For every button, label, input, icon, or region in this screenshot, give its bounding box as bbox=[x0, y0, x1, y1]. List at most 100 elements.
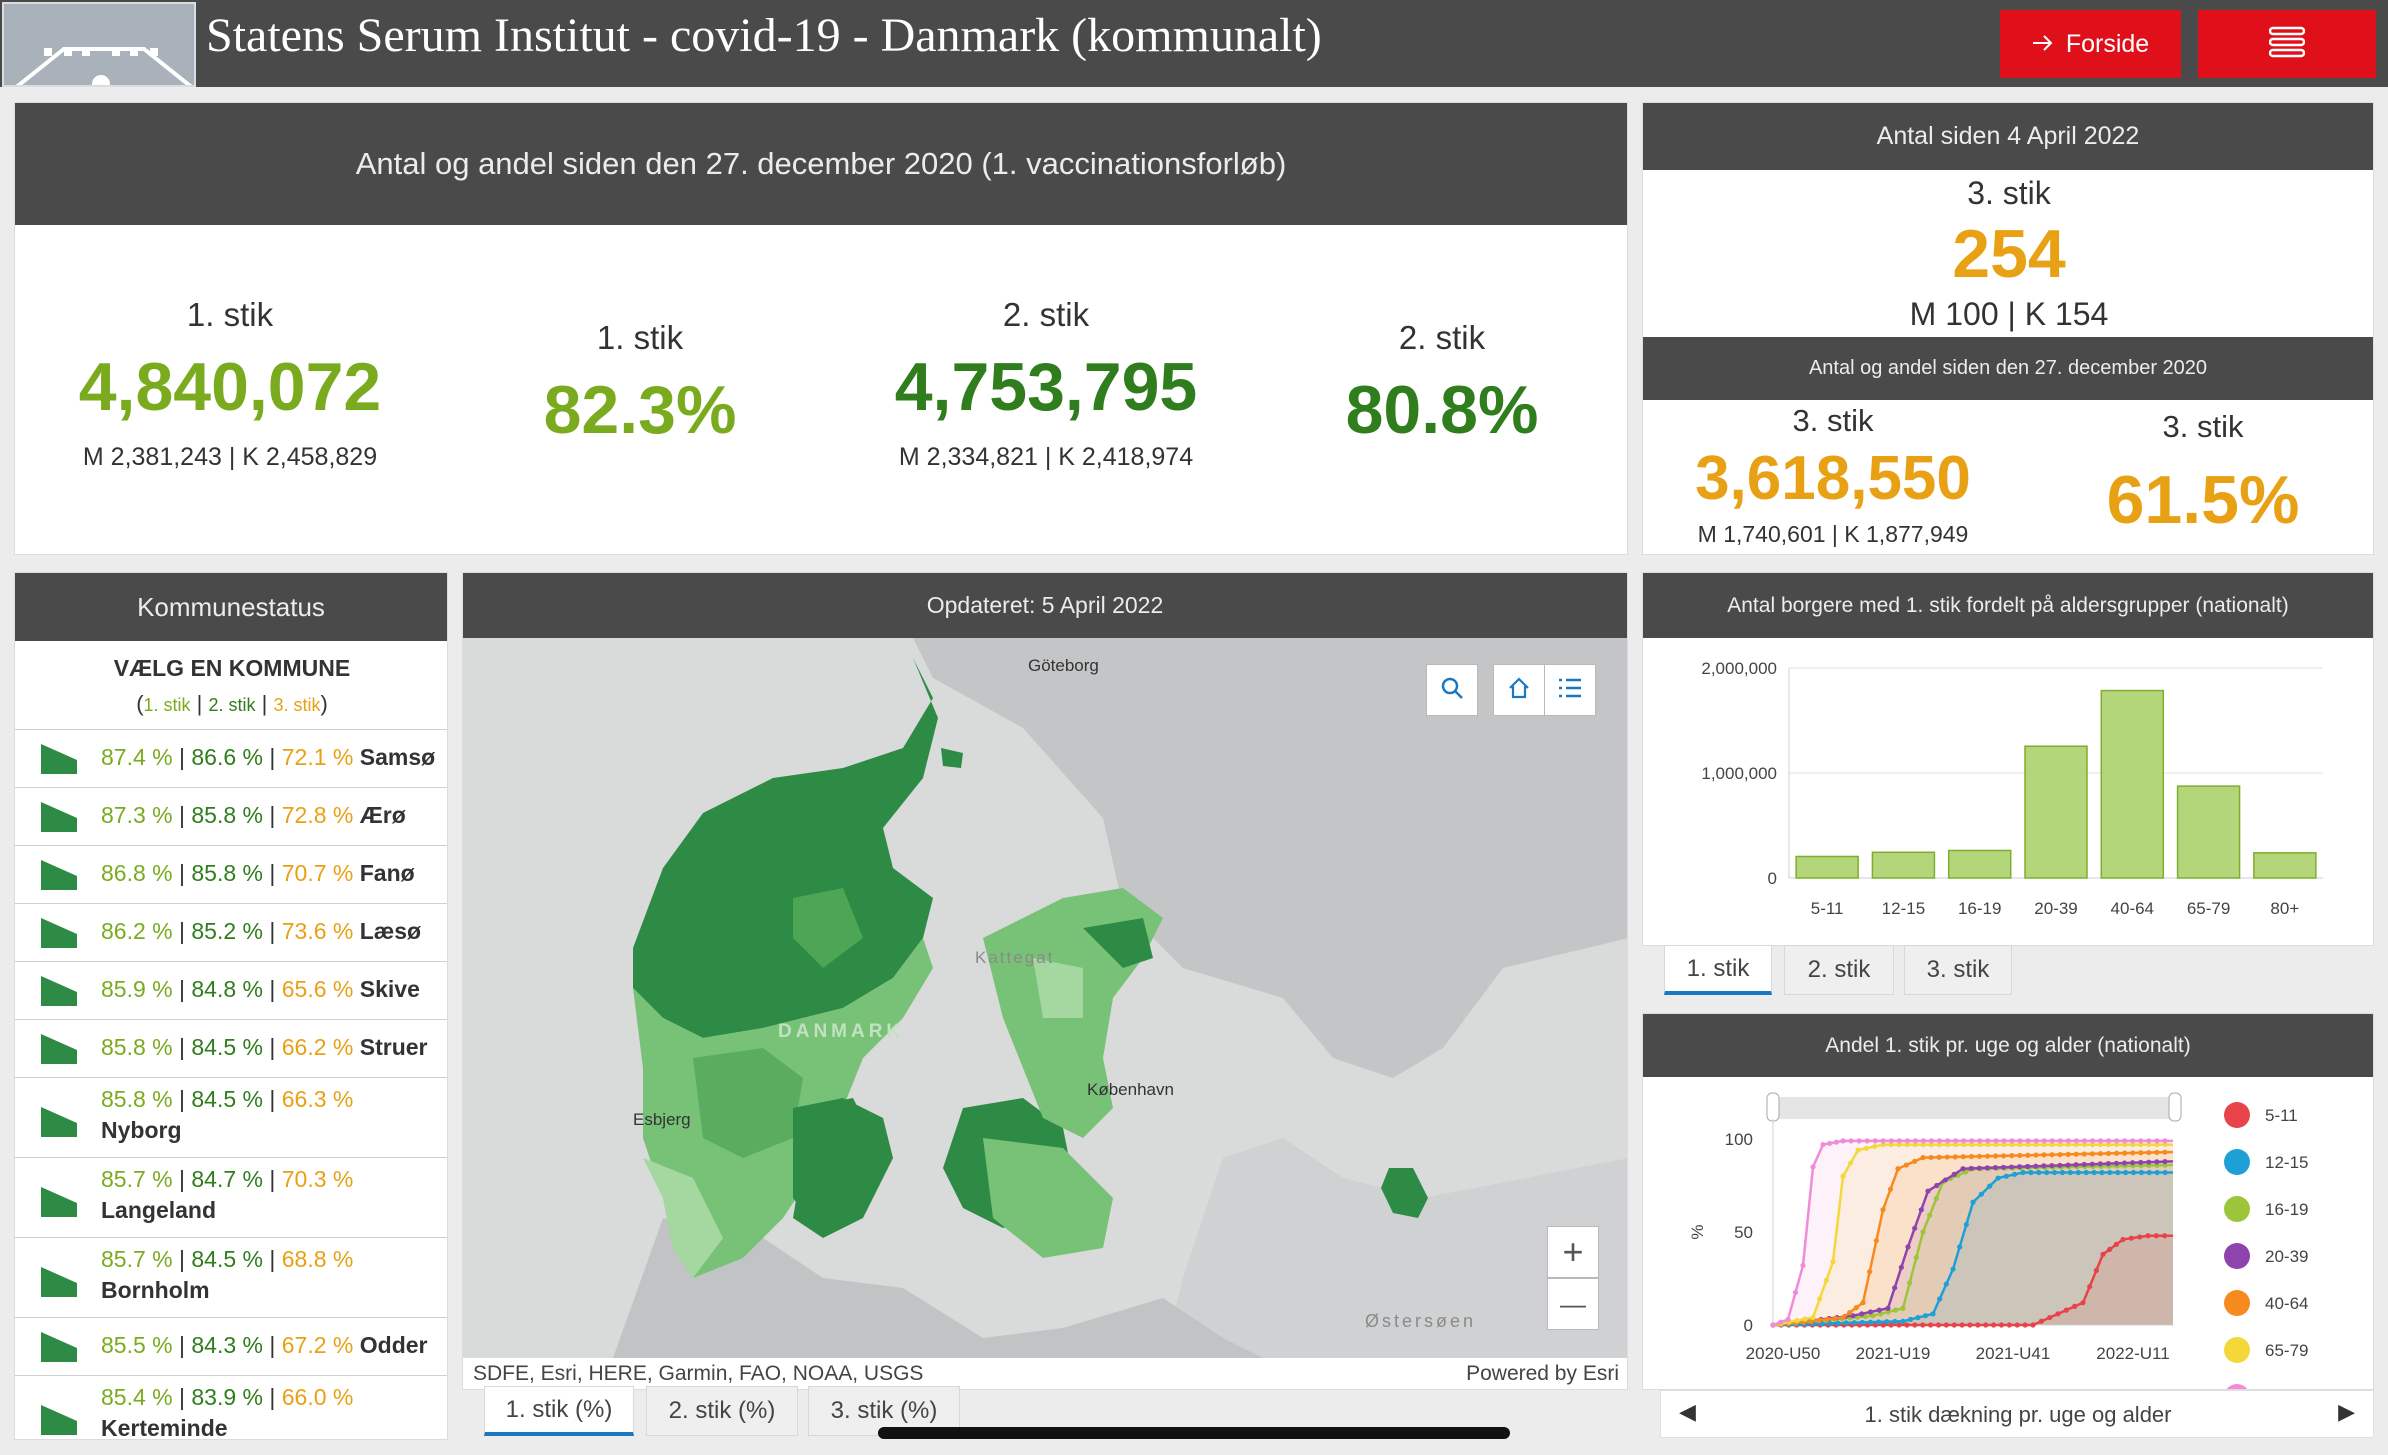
kommune-item[interactable]: 85.8 % | 84.5 % | 66.2 % Struer bbox=[15, 1019, 447, 1077]
point-65-79 bbox=[1830, 1259, 1836, 1265]
point-40-64 bbox=[2138, 1150, 2144, 1156]
kommune-status-icon bbox=[41, 1187, 77, 1217]
kommune-item[interactable]: 85.7 % | 84.5 % | 68.8 % Bornholm bbox=[15, 1237, 447, 1317]
legend-marker-80+[interactable] bbox=[2224, 1384, 2250, 1389]
kommune-status-icon bbox=[41, 744, 77, 774]
kommune-item[interactable]: 85.4 % | 83.9 % | 66.0 % Kerteminde bbox=[15, 1375, 447, 1439]
first-pct-label: 1. stik bbox=[596, 319, 684, 356]
zoom-out-button[interactable]: — bbox=[1547, 1278, 1599, 1330]
summary-title: Antal og andel siden den 27. december 20… bbox=[355, 146, 1287, 181]
point-20-39 bbox=[2057, 1162, 2063, 1168]
point-65-79 bbox=[2122, 1141, 2128, 1148]
kommune-item[interactable]: 86.2 % | 85.2 % | 73.6 % Læsø bbox=[15, 903, 447, 961]
age-tab-stik-3[interactable]: 3. stik bbox=[1904, 945, 2012, 995]
legend-marker-12-15[interactable] bbox=[2224, 1149, 2250, 1175]
kommune-item[interactable]: 87.3 % | 85.8 % | 72.8 % Ærø bbox=[15, 787, 447, 845]
kommune-item[interactable]: 85.7 % | 84.7 % | 70.3 % Langeland bbox=[15, 1157, 447, 1237]
point-20-39 bbox=[1951, 1171, 1957, 1177]
map-tab-stik-2[interactable]: 2. stik (%) bbox=[646, 1386, 798, 1436]
powered-by-esri[interactable]: Powered by Esri bbox=[1466, 1362, 1619, 1385]
second-count-value: 4,753,795 bbox=[894, 349, 1198, 425]
point-5-11 bbox=[1912, 1322, 1918, 1328]
point-5-11 bbox=[2072, 1303, 2078, 1309]
point-5-11 bbox=[2107, 1246, 2113, 1252]
bar-65-79[interactable] bbox=[2176, 785, 2241, 879]
point-65-79 bbox=[2097, 1141, 2104, 1148]
point-12-15 bbox=[1950, 1266, 1956, 1272]
kommune-stik-3: 67.2 % bbox=[281, 1332, 354, 1358]
legend-marker-65-79[interactable] bbox=[2224, 1337, 2250, 1363]
map-home-button[interactable] bbox=[1493, 664, 1545, 716]
map-view[interactable]: Göteborg Kattegat DANMARK København Esbj… bbox=[463, 638, 1627, 1358]
third-since-label: 3. stik bbox=[1967, 175, 2051, 211]
point-80+ bbox=[1961, 1138, 1967, 1144]
point-16-19 bbox=[1870, 1313, 1876, 1319]
legend-marker-16-19[interactable] bbox=[2224, 1196, 2250, 1222]
range-slider-track[interactable] bbox=[1773, 1097, 2175, 1119]
point-80+ bbox=[1912, 1138, 1919, 1144]
point-12-15 bbox=[2067, 1169, 2073, 1176]
point-12-15 bbox=[2051, 1169, 2058, 1176]
kommune-values: 87.4 % | 86.6 % | 72.1 % Samsø bbox=[101, 744, 436, 770]
kommune-item[interactable]: 85.9 % | 84.8 % | 65.6 % Skive bbox=[15, 961, 447, 1019]
bar-5-11[interactable] bbox=[1795, 855, 1859, 879]
kommune-stik-3: 66.0 % bbox=[281, 1384, 354, 1410]
point-80+ bbox=[1928, 1138, 1935, 1144]
point-20-39 bbox=[2146, 1159, 2152, 1165]
point-65-79 bbox=[1985, 1141, 1991, 1148]
point-80+ bbox=[2089, 1138, 2096, 1144]
point-80+ bbox=[1896, 1138, 1902, 1144]
point-40-64 bbox=[1887, 1186, 1894, 1192]
range-handle-right[interactable] bbox=[2168, 1092, 2182, 1122]
prev-chart-button[interactable]: ◀ bbox=[1679, 1399, 1696, 1424]
forside-button[interactable]: Forside bbox=[2000, 10, 2181, 78]
point-20-39 bbox=[1976, 1165, 1982, 1171]
kommune-stik-2: 85.2 % bbox=[191, 918, 263, 944]
third-pct-label: 3. stik bbox=[2162, 409, 2244, 444]
kommune-item[interactable]: 85.5 % | 84.3 % | 67.2 % Odder bbox=[15, 1317, 447, 1375]
kommune-values: 85.8 % | 84.5 % | 66.2 % Struer bbox=[101, 1034, 428, 1060]
point-20-39 bbox=[2073, 1162, 2079, 1168]
kommune-item[interactable]: 85.8 % | 84.5 % | 66.3 % Nyborg bbox=[15, 1077, 447, 1157]
kommunestatus-panel: Kommunestatus VÆLG EN KOMMUNE (1. stik |… bbox=[14, 572, 448, 1440]
age-tab-stik-2[interactable]: 2. stik bbox=[1784, 945, 1894, 995]
map-legend-button[interactable] bbox=[1544, 664, 1596, 716]
bar-40-64[interactable] bbox=[2100, 689, 2165, 879]
kommune-name: Nyborg bbox=[101, 1117, 182, 1143]
point-80+ bbox=[2065, 1138, 2071, 1144]
legend-marker-40-64[interactable] bbox=[2224, 1290, 2250, 1316]
legend-label: 65-79 bbox=[2265, 1341, 2308, 1360]
bar-16-19[interactable] bbox=[1947, 849, 2012, 879]
home-icon bbox=[1507, 676, 1531, 705]
menu-button[interactable] bbox=[2198, 10, 2376, 78]
kommune-name: Fanø bbox=[359, 860, 415, 886]
third-since-header: Antal siden 4 April 2022 bbox=[1643, 103, 2373, 170]
bar-12-15[interactable] bbox=[1871, 851, 1936, 879]
kommune-item[interactable]: 87.4 % | 86.6 % | 72.1 % Samsø bbox=[15, 729, 447, 787]
point-5-11 bbox=[1975, 1322, 1981, 1328]
legend-label: 16-19 bbox=[2265, 1200, 2308, 1219]
point-12-15 bbox=[2059, 1169, 2066, 1176]
map-search-button[interactable] bbox=[1426, 664, 1478, 716]
point-12-15 bbox=[2044, 1169, 2050, 1176]
map-label-ostersoen: Østersøen bbox=[1365, 1311, 1477, 1331]
bar-80+[interactable] bbox=[2253, 852, 2317, 879]
map-tab-stik-1[interactable]: 1. stik (%) bbox=[484, 1386, 634, 1436]
zoom-in-button[interactable]: + bbox=[1547, 1226, 1599, 1278]
legend-marker-5-11[interactable] bbox=[2224, 1102, 2250, 1128]
point-40-64 bbox=[2009, 1153, 2015, 1159]
point-40-64 bbox=[1984, 1153, 1991, 1159]
age-tab-stik-1[interactable]: 1. stik bbox=[1664, 945, 1772, 995]
point-12-15 bbox=[2130, 1169, 2137, 1176]
range-handle-left[interactable] bbox=[1766, 1092, 1780, 1122]
kommune-name: Langeland bbox=[101, 1197, 217, 1223]
kommune-item[interactable]: 86.8 % | 85.8 % | 70.7 % Fanø bbox=[15, 845, 447, 903]
next-chart-button[interactable]: ▶ bbox=[2338, 1399, 2355, 1424]
bar-20-39[interactable] bbox=[2024, 745, 2088, 879]
legend-marker-20-39[interactable] bbox=[2224, 1243, 2250, 1269]
kommune-stik-2: 86.6 % bbox=[191, 744, 263, 770]
kommune-status-icon bbox=[41, 1332, 77, 1362]
kommune-stik-1: 85.7 % bbox=[101, 1166, 173, 1192]
kommune-stik-1: 85.7 % bbox=[101, 1246, 173, 1272]
point-12-15 bbox=[1987, 1183, 1993, 1189]
